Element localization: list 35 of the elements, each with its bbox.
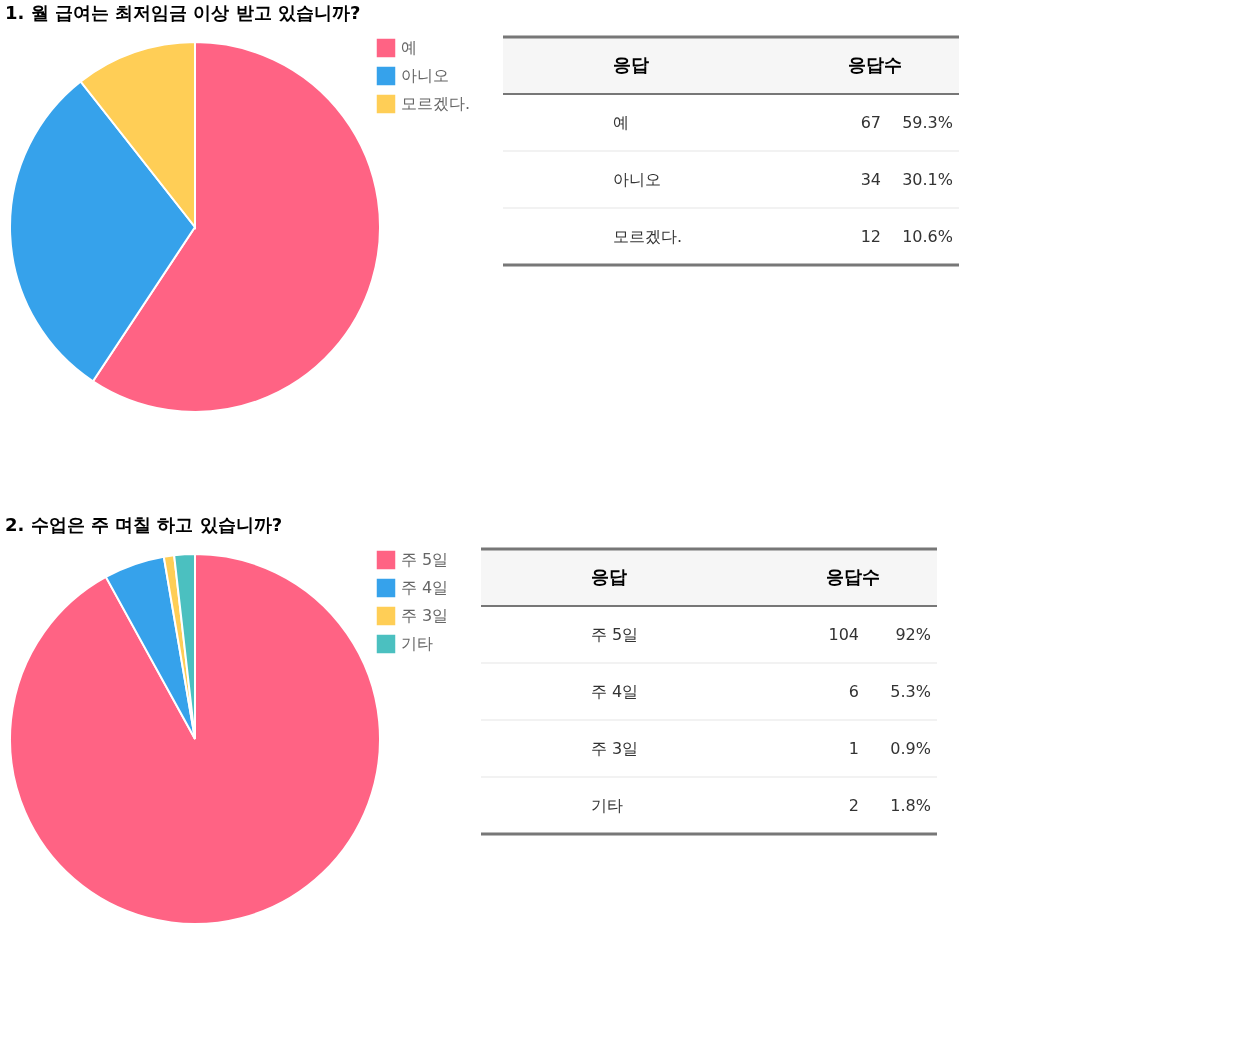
category-label: 기타	[591, 795, 623, 815]
legend-label: 주 4일	[401, 578, 449, 597]
legend-label: 주 5일	[401, 550, 449, 569]
text: 0.9%	[890, 738, 931, 758]
category-label: 예	[613, 112, 629, 132]
data-label: 1	[848, 738, 859, 758]
legend-label: 예	[401, 38, 417, 57]
text: 응답수	[848, 53, 902, 75]
legend-label: 아니오	[401, 66, 449, 85]
category-label: 주 3일	[591, 738, 639, 758]
text: 1.8%	[890, 795, 931, 815]
category-label: 아니오	[613, 169, 661, 189]
text: 5.3%	[890, 681, 931, 701]
legend-label: 주 3일	[401, 606, 449, 625]
legend-label: 모르겠다.	[401, 94, 471, 113]
text: 92%	[895, 624, 931, 644]
data-label: 12	[860, 226, 881, 246]
text: 응답	[591, 565, 627, 587]
text: 30.1%	[902, 169, 953, 189]
category-label: 주 5일	[591, 624, 639, 644]
data-label: 104	[828, 624, 859, 644]
legend-label: 기타	[401, 634, 433, 653]
text: 응답수	[826, 565, 880, 587]
chart-title: 2. 수업은 주 며칠 하고 있습니까?	[5, 514, 283, 535]
data-label: 34	[860, 169, 881, 189]
text: 응답	[613, 53, 649, 75]
text: 59.3%	[902, 112, 953, 132]
data-label: 2	[848, 795, 859, 815]
text: 10.6%	[902, 226, 953, 246]
category-label: 모르겠다.	[613, 226, 683, 246]
chart-title: 1. 월 급여는 최저임금 이상 받고 있습니까?	[5, 2, 361, 23]
category-label: 주 4일	[591, 681, 639, 701]
data-label: 67	[860, 112, 881, 132]
data-label: 6	[848, 681, 859, 701]
pie-slice	[9, 553, 381, 925]
